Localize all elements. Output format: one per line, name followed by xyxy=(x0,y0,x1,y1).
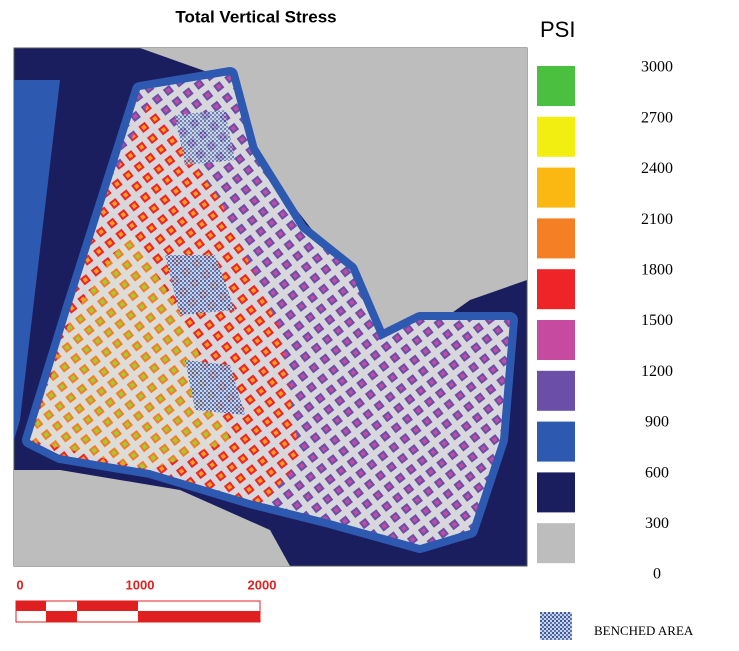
benched-icon xyxy=(540,612,572,640)
legend-swatch xyxy=(537,371,575,411)
legend-label: 300 xyxy=(645,515,669,532)
benched-zone xyxy=(175,110,235,165)
legend-swatch xyxy=(537,523,575,563)
legend-swatch xyxy=(537,269,575,309)
legend-swatch xyxy=(537,472,575,512)
benched-label: BENCHED AREA xyxy=(594,623,694,638)
legend-swatch xyxy=(537,168,575,208)
legend-label: 1200 xyxy=(641,363,673,380)
scale-seg xyxy=(46,611,77,622)
legend-label: 1800 xyxy=(641,261,673,278)
scale-bar: 0 1000 2000 xyxy=(16,577,276,622)
scale-seg xyxy=(16,601,46,611)
legend-swatch xyxy=(537,117,575,157)
legend-swatch xyxy=(537,320,575,360)
scale-seg xyxy=(77,601,138,611)
legend-swatch xyxy=(537,66,575,106)
scale-label: 0 xyxy=(16,577,23,592)
legend-label: 900 xyxy=(645,414,669,431)
legend-swatch xyxy=(537,422,575,462)
page: Total Vertical Stress PSI 30002700240021… xyxy=(0,0,739,646)
legend-swatch xyxy=(537,218,575,258)
map xyxy=(14,48,527,566)
legend-label: 2400 xyxy=(641,160,673,177)
legend-label: 2100 xyxy=(641,211,673,228)
scale-label: 2000 xyxy=(248,577,277,592)
legend-label: 1500 xyxy=(641,312,673,329)
legend-label: 0 xyxy=(653,566,661,583)
scale-seg xyxy=(138,611,260,622)
legend-label: 3000 xyxy=(641,59,673,76)
scale-label: 1000 xyxy=(126,577,155,592)
legend-unit: PSI xyxy=(540,17,575,42)
title: Total Vertical Stress xyxy=(175,7,336,26)
legend-label: 2700 xyxy=(641,109,673,126)
legend-label: 600 xyxy=(645,464,669,481)
